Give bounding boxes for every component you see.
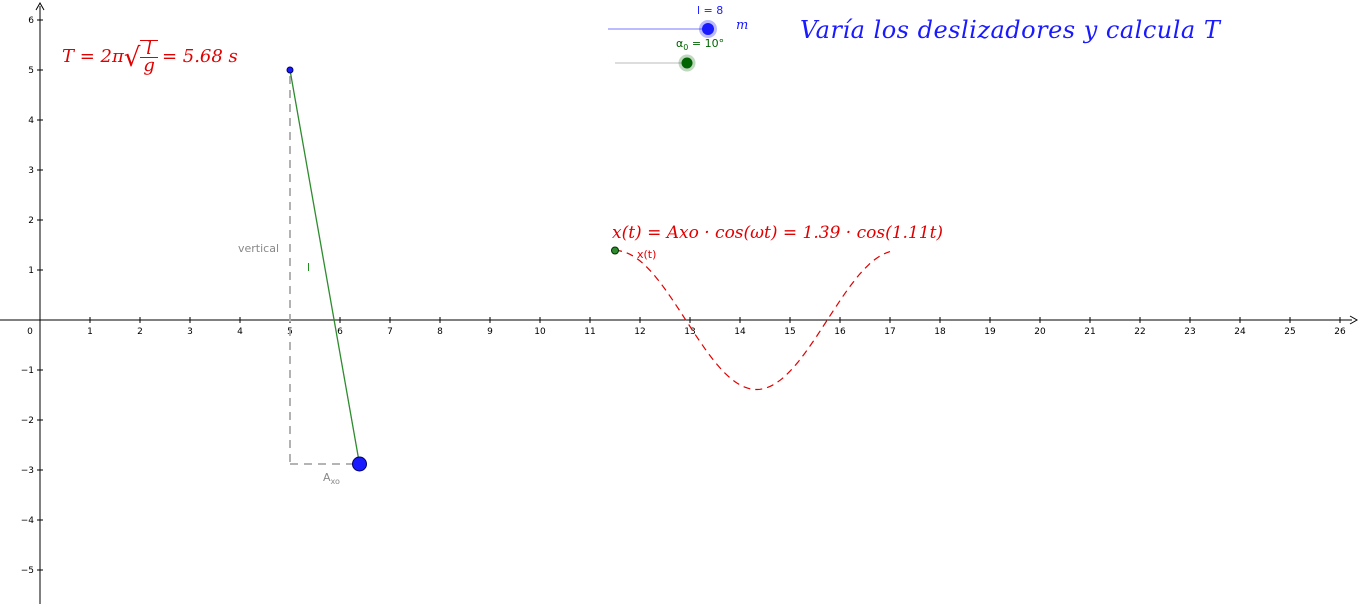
period-formula-rhs: = 5.68 s: [161, 46, 238, 67]
slider-angle-handle[interactable]: [681, 57, 693, 69]
slider-length-label: l = 8: [697, 4, 724, 17]
x-of-t-curve: [614, 249, 891, 391]
motion-formula: x(t) = Axo · cos(ωt) = 1.39 · cos(1.11t): [612, 223, 944, 243]
x-tick-label: 4: [237, 327, 243, 337]
x-tick-label: 20: [1034, 327, 1046, 337]
y-axis-arrow: [35, 1, 45, 11]
x-tick-label: 3: [187, 327, 193, 337]
y-tick-label: −2: [21, 416, 34, 426]
x-tick-label: 10: [534, 327, 546, 337]
x-tick-label: 16: [834, 327, 846, 337]
x-tick-label: 14: [734, 327, 746, 337]
x-tick-label: 0: [27, 327, 33, 337]
y-tick-label: −1: [21, 366, 34, 376]
y-tick-label: −4: [21, 516, 35, 526]
x-tick-label: 13: [684, 327, 695, 337]
length-label: l: [307, 261, 311, 274]
x-tick-label: 2: [137, 327, 143, 337]
pendulum-string: [289, 69, 361, 465]
amplitude-subscript: xo: [330, 477, 340, 487]
x-tick-label: 25: [1284, 327, 1295, 337]
x-tick-label: 11: [584, 327, 595, 337]
x-tick-label: 19: [984, 327, 996, 337]
x-tick-label: 9: [487, 327, 493, 337]
objects-layer: [286, 20, 891, 472]
amplitude-label: Axo: [323, 471, 340, 486]
x-tick-label: 8: [437, 327, 443, 337]
amplitude-symbol: A: [323, 471, 331, 484]
fraction-denominator: g: [143, 55, 155, 76]
x-tick-label: 18: [934, 327, 946, 337]
period-formula: T = 2π√ l g = 5.68 s: [62, 40, 238, 76]
curve-start-point[interactable]: [611, 246, 619, 255]
x-tick-label: 1: [87, 327, 93, 337]
sqrt-sign: √: [123, 43, 141, 73]
vertical-label: vertical: [238, 242, 280, 255]
instruction-title: Varía los deslizadores y calcula T: [800, 16, 1221, 44]
x-tick-label: 6: [337, 327, 343, 337]
y-tick-label: 1: [28, 266, 34, 276]
x-tick-label: 21: [1084, 327, 1095, 337]
y-tick-label: 2: [28, 216, 34, 226]
y-tick-label: 3: [28, 166, 34, 176]
slider-angle-symbol: α: [676, 37, 684, 50]
pendulum-bob[interactable]: [352, 456, 367, 472]
slider-angle-label: α0 = 10°: [676, 37, 724, 52]
x-tick-label: 22: [1134, 327, 1145, 337]
x-tick-label: 17: [884, 327, 895, 337]
y-tick-label: 6: [28, 16, 34, 26]
x-tick-label: 15: [784, 327, 795, 337]
x-tick-label: 26: [1334, 327, 1346, 337]
slider-length-handle[interactable]: [702, 23, 714, 35]
fraction-numerator: l: [140, 40, 158, 58]
period-formula-lhs: T = 2π: [62, 46, 124, 67]
x-axis-arrow: [1349, 315, 1359, 325]
slider-angle-subscript: 0: [683, 43, 689, 53]
mass-label: m: [736, 18, 749, 33]
y-tick-label: −5: [21, 566, 34, 576]
x-tick-label: 7: [387, 327, 393, 337]
x-tick-label: 24: [1234, 327, 1246, 337]
curve-label: x(t): [637, 248, 657, 261]
x-tick-label: 12: [634, 327, 645, 337]
slider-angle-value: = 10°: [688, 37, 725, 50]
pivot-point[interactable]: [286, 66, 294, 74]
x-tick-label: 23: [1184, 327, 1195, 337]
y-tick-label: −3: [21, 466, 34, 476]
y-tick-label: 4: [28, 116, 34, 126]
y-tick-label: 5: [28, 66, 34, 76]
